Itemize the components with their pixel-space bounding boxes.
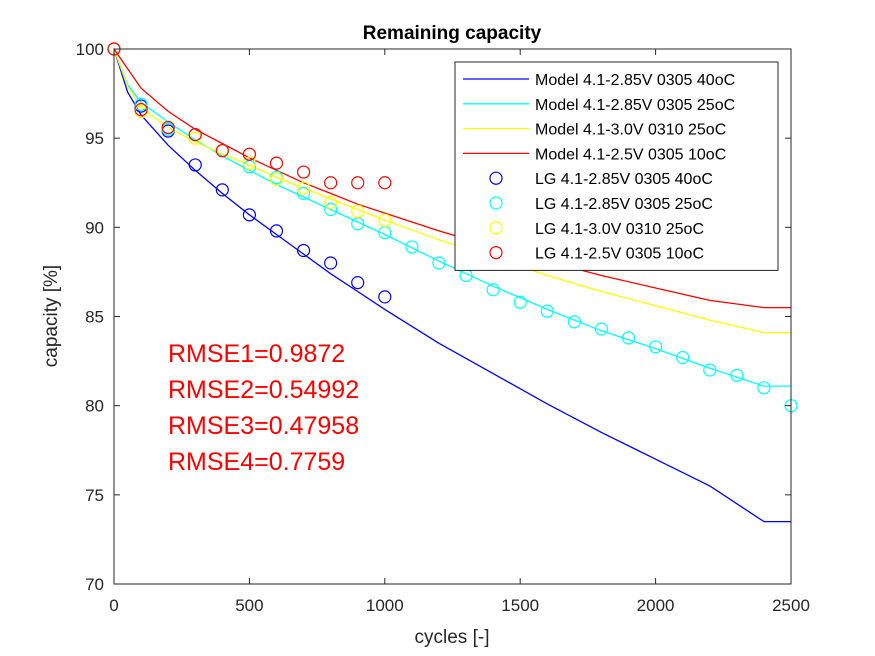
rmse-annotation: RMSE1=0.9872 — [168, 340, 345, 368]
data-point — [296, 181, 311, 195]
legend-entry-label: LG 4.1-2.85V 0305 40oC — [535, 171, 713, 188]
data-point — [188, 128, 202, 142]
data-point — [351, 276, 365, 290]
x-tick-label: 1500 — [501, 596, 539, 615]
data-point — [296, 186, 311, 201]
legend-marker-swatch — [489, 196, 503, 210]
data-point — [134, 97, 148, 111]
series-line-3 — [113, 48, 791, 334]
data-point — [269, 224, 284, 238]
series-line-4 — [113, 48, 791, 309]
x-tick-label: 1000 — [366, 596, 404, 615]
legend-marker-swatch — [489, 221, 503, 235]
data-point — [513, 295, 527, 309]
x-axis-label: cycles [-] — [415, 627, 490, 648]
series-line-1 — [113, 48, 791, 523]
data-point — [648, 340, 663, 354]
legend-marker-swatch — [489, 246, 503, 260]
data-point — [269, 156, 284, 170]
x-tick-label: 0 — [109, 596, 118, 615]
y-axis-label: capacity [%] — [41, 265, 62, 367]
legend-box — [454, 61, 779, 271]
data-point — [215, 183, 229, 197]
legend-entry-label: LG 4.1-2.85V 0305 25oC — [535, 196, 713, 213]
data-point — [242, 156, 256, 170]
rmse-annotations: RMSE1=0.9872 RMSE2=0.54992 RMSE3=0.47958 RM… — [168, 340, 359, 476]
data-point — [567, 315, 581, 329]
y-tick-label: 80 — [85, 397, 104, 416]
y-tick-label: 70 — [85, 575, 104, 594]
data-point — [378, 290, 392, 304]
y-tick-label: 85 — [85, 308, 104, 327]
data-point — [676, 350, 690, 365]
legend-entry-label: Model 4.1-2.85V 0305 40oC — [535, 72, 735, 89]
y-tick-label: 75 — [85, 486, 104, 505]
data-point — [188, 158, 202, 172]
data-point — [242, 147, 256, 161]
data-point — [324, 256, 338, 270]
y-tick-label: 95 — [85, 129, 104, 148]
x-tick-label: 2000 — [637, 596, 675, 615]
data-point — [405, 240, 419, 254]
data-point — [269, 172, 284, 186]
y-tick-label: 100 — [76, 40, 104, 59]
legend-entry-label: Model 4.1-3.0V 0310 25oC — [535, 122, 726, 139]
legend-entry-label: LG 4.1-3.0V 0310 25oC — [535, 221, 704, 238]
data-point — [621, 331, 636, 345]
data-point — [242, 208, 256, 222]
data-point — [324, 195, 338, 209]
data-point — [215, 144, 229, 158]
data-point — [134, 103, 148, 117]
data-point — [757, 381, 771, 395]
rmse-annotation: RMSE4=0.7759 — [168, 448, 345, 476]
data-point — [324, 176, 338, 190]
data-point — [296, 243, 311, 258]
rmse-annotation: RMSE2=0.54992 — [168, 376, 359, 404]
data-point — [486, 283, 500, 297]
ticks-layer: 0 500 1000 1500 2000 2500 70 75 80 85 90 95 100 — [76, 40, 810, 615]
data-point — [324, 202, 338, 217]
data-point — [703, 363, 717, 377]
data-point — [188, 131, 202, 145]
data-point — [594, 322, 609, 336]
data-point — [296, 165, 311, 179]
chart-title: Remaining capacity — [363, 23, 542, 44]
data-point — [378, 213, 392, 227]
data-point — [730, 368, 744, 382]
data-point — [351, 204, 365, 218]
x-tick-label: 2500 — [772, 596, 810, 615]
data-point — [432, 256, 446, 270]
data-point — [161, 120, 175, 135]
x-tick-label: 500 — [235, 596, 263, 615]
data-point — [540, 304, 554, 318]
data-point — [351, 176, 365, 190]
rmse-annotation: RMSE3=0.47958 — [168, 412, 359, 440]
legend-entry-label: Model 4.1-2.5V 0305 10oC — [535, 146, 726, 163]
legend-entry-label: LG 4.1-2.5V 0305 10oC — [535, 246, 704, 263]
y-tick-label: 90 — [85, 218, 104, 237]
legend-entry-label: Model 4.1-2.85V 0305 25oC — [535, 97, 735, 114]
legend-marker-swatch — [489, 171, 503, 185]
legend: Model 4.1-2.85V 0305 40oC Model 4.1-2.85V… — [454, 61, 779, 271]
data-point — [378, 176, 392, 190]
